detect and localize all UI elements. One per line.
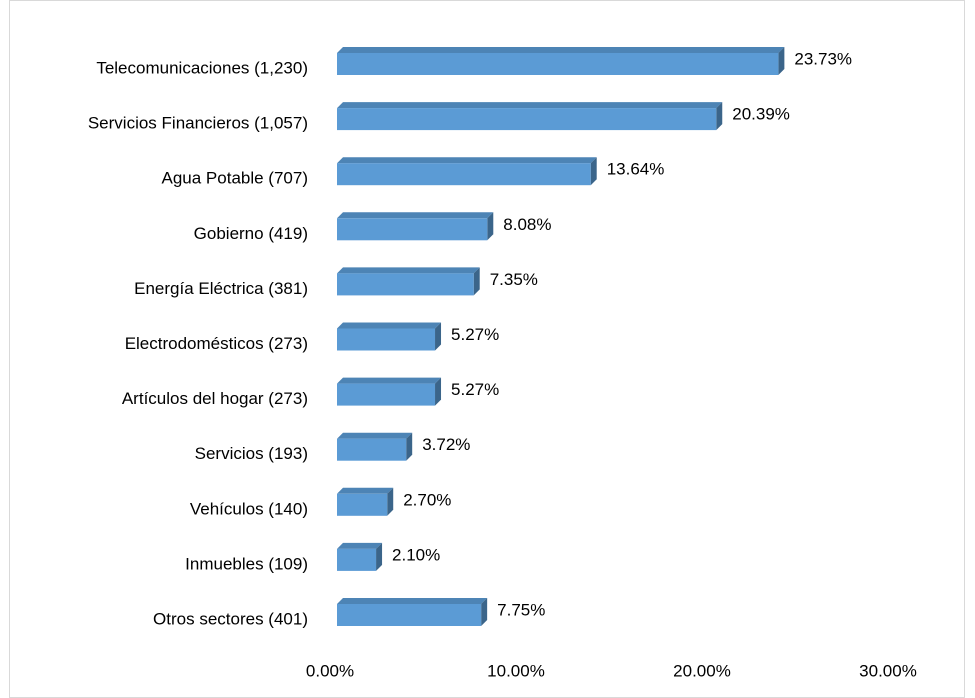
data-label: 3.72% (422, 435, 470, 454)
data-label: 5.27% (451, 380, 499, 399)
y-tick-label: Otros sectores (401) (153, 609, 308, 628)
bar (337, 273, 474, 296)
bar-top (337, 487, 394, 494)
data-label: 5.27% (451, 325, 499, 344)
bar-side (406, 432, 413, 461)
data-label: 7.75% (497, 600, 545, 619)
y-tick-label: Agua Potable (707) (162, 169, 309, 188)
y-tick-label: Vehículos (140) (190, 499, 308, 518)
x-tick-label: 30.00% (859, 661, 917, 680)
data-label: 2.70% (403, 490, 451, 509)
bar-top (337, 377, 442, 384)
bar-side (435, 377, 442, 406)
bar (337, 604, 482, 626)
bar (337, 548, 377, 571)
bar (337, 383, 436, 406)
y-tick-label: Servicios Financieros (1,057) (88, 114, 308, 133)
bar (337, 218, 488, 241)
y-tick-label: Inmuebles (109) (185, 554, 308, 573)
x-tick-label: 10.00% (487, 661, 545, 680)
bar-top (337, 47, 785, 53)
bar-top (337, 598, 488, 604)
data-label: 7.35% (490, 270, 538, 289)
bar-top (337, 102, 723, 109)
bar (337, 108, 717, 131)
y-tick-label: Energía Eléctrica (381) (134, 279, 308, 298)
bar-side (481, 598, 488, 626)
bar (337, 163, 591, 186)
bar-side (778, 47, 785, 75)
bar-top (337, 542, 383, 549)
bar (337, 438, 407, 461)
y-tick-label: Servicios (193) (195, 444, 308, 463)
bar-side (716, 102, 723, 131)
bar (337, 53, 779, 75)
bar-side (590, 157, 597, 186)
bar (337, 328, 436, 351)
bar-side (376, 542, 383, 571)
data-label: 20.39% (732, 105, 790, 124)
bar-side (435, 322, 442, 351)
data-label: 23.73% (794, 49, 852, 68)
y-tick-label: Electrodomésticos (273) (125, 334, 308, 353)
data-label: 2.10% (392, 545, 440, 564)
bar-side (473, 267, 480, 296)
bar-top (337, 432, 413, 439)
bar-side (387, 487, 394, 516)
y-tick-label: Gobierno (419) (194, 224, 308, 243)
bar-side (487, 212, 494, 241)
bar-top (337, 322, 442, 329)
bar (337, 493, 388, 516)
bar-top (337, 267, 480, 274)
data-label: 8.08% (503, 215, 551, 234)
y-tick-label: Artículos del hogar (273) (122, 389, 308, 408)
bar-top (337, 212, 494, 219)
y-tick-label: Telecomunicaciones (1,230) (96, 58, 308, 77)
x-tick-label: 20.00% (673, 661, 731, 680)
data-label: 13.64% (607, 160, 665, 179)
x-tick-label: 0.00% (306, 661, 354, 680)
bar-top (337, 157, 597, 164)
